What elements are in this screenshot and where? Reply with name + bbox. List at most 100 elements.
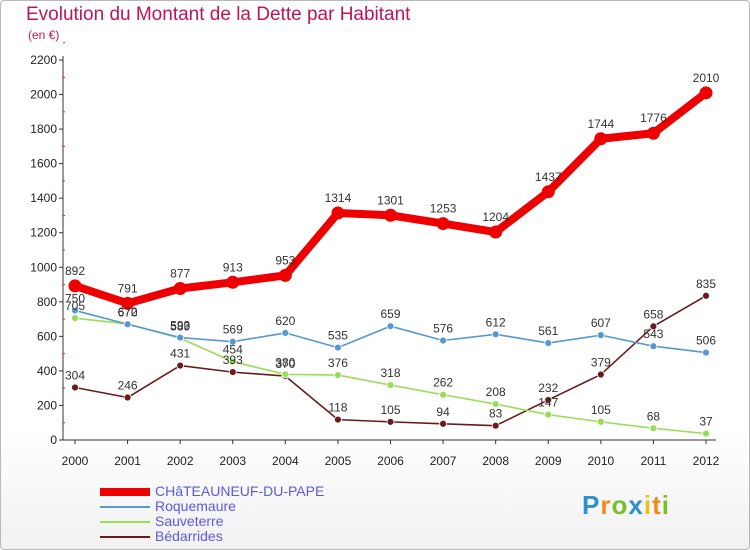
x-tick-label: 2005 [325,454,352,468]
logo-letter: t [652,490,662,520]
data-label-1: 620 [275,314,295,328]
data-label-2: 672 [118,305,138,319]
data-label-1: 535 [328,329,348,343]
data-label-0: 2010 [693,71,720,85]
data-label-2: 208 [486,385,506,399]
data-label-0: 892 [65,264,85,278]
data-point-1 [71,306,79,315]
x-tick-label: 2006 [377,454,404,468]
data-point-3 [439,419,447,428]
data-label-3: 370 [275,357,295,371]
y-tick-label: 2000 [30,88,57,102]
x-tick-label: 2001 [114,454,141,468]
data-label-2: 147 [538,396,558,410]
data-point-3 [702,291,710,300]
data-label-0: 1204 [482,210,509,224]
data-point-2 [544,410,553,419]
data-point-3 [649,322,658,331]
data-label-2: 705 [65,299,85,313]
x-tick-label: 2010 [587,454,614,468]
data-point-2 [596,417,605,426]
data-label-3: 835 [696,277,716,291]
data-label-1: 569 [223,323,243,337]
data-point-3 [334,415,342,424]
data-label-3: 232 [538,381,558,395]
x-tick-label: 2009 [535,454,562,468]
data-point-0 [68,279,82,293]
data-label-3: 105 [380,403,400,417]
data-point-0 [646,126,660,140]
data-label-1: 607 [591,316,611,330]
y-tick-label: 600 [37,329,57,343]
data-label-2: 105 [591,403,611,417]
data-point-3 [176,361,185,370]
data-label-3: 393 [223,353,243,367]
data-point-1 [491,330,500,339]
data-point-3 [71,383,79,392]
x-tick-label: 2012 [693,454,720,468]
data-label-2: 380 [275,355,295,369]
y-tick-label: 800 [37,295,57,309]
y-tick-label: 1000 [30,260,57,274]
legend-label-bedarrides: Bédarrides [155,528,223,544]
data-point-2 [439,390,447,399]
data-label-3: 658 [643,307,663,321]
data-point-2 [334,371,342,379]
logo-letter: P [582,490,601,520]
data-point-3 [386,417,395,426]
data-point-0 [699,86,713,100]
data-point-3 [228,368,237,377]
legend-label-roquemaure: Roquemaure [155,498,236,514]
proxiti-logo: Proxiti [582,490,670,521]
data-point-2 [228,357,237,366]
data-label-2: 262 [433,376,453,390]
data-label-0: 953 [275,253,295,267]
x-tick-label: 2007 [430,454,457,468]
data-label-1: 593 [170,319,190,333]
x-tick-label: 2003 [219,454,246,468]
data-point-1 [596,331,605,340]
data-point-1 [544,339,553,348]
data-label-0: 877 [170,267,190,281]
data-label-0: 1314 [325,191,352,205]
x-tick-label: 2008 [482,454,509,468]
data-point-1 [439,336,447,345]
data-point-2 [71,314,79,323]
legend-swatch-chateauneuf [100,488,150,496]
legend-swatch-bedarrides [100,536,150,538]
data-label-0: 1744 [587,117,614,131]
data-label-0: 913 [223,260,243,274]
data-point-0 [436,217,450,231]
logo-letter: r [600,490,612,520]
logo-letter: i [643,490,653,520]
data-point-2 [386,381,395,389]
data-point-0 [278,268,292,282]
data-label-1: 750 [65,291,85,305]
logo-letter: x [628,490,644,520]
data-label-2: 68 [647,409,661,423]
data-label-3: 431 [170,347,190,361]
data-point-2 [491,400,500,408]
x-tick-label: 2004 [272,454,299,468]
data-label-3: 94 [436,405,450,419]
data-point-0 [384,208,397,222]
x-tick-label: 2011 [641,454,667,468]
data-point-0 [226,275,240,289]
data-label-3: 304 [65,368,85,382]
data-point-3 [596,370,605,379]
data-label-0: 791 [118,281,138,295]
data-point-2 [281,370,290,379]
legend-swatch-roquemaure [100,506,150,508]
y-tick-label: 200 [37,398,57,412]
y-tick-label: 1200 [30,226,57,240]
data-point-1 [334,343,342,352]
data-point-0 [489,225,503,239]
data-label-1: 543 [643,327,663,341]
data-label-0: 1437 [535,170,562,184]
data-point-1 [702,348,710,357]
y-tick-label: 2200 [30,53,57,67]
data-point-1 [386,322,395,331]
data-point-3 [123,393,132,402]
chart-title: Evolution du Montant de la Dette par Hab… [26,4,411,25]
